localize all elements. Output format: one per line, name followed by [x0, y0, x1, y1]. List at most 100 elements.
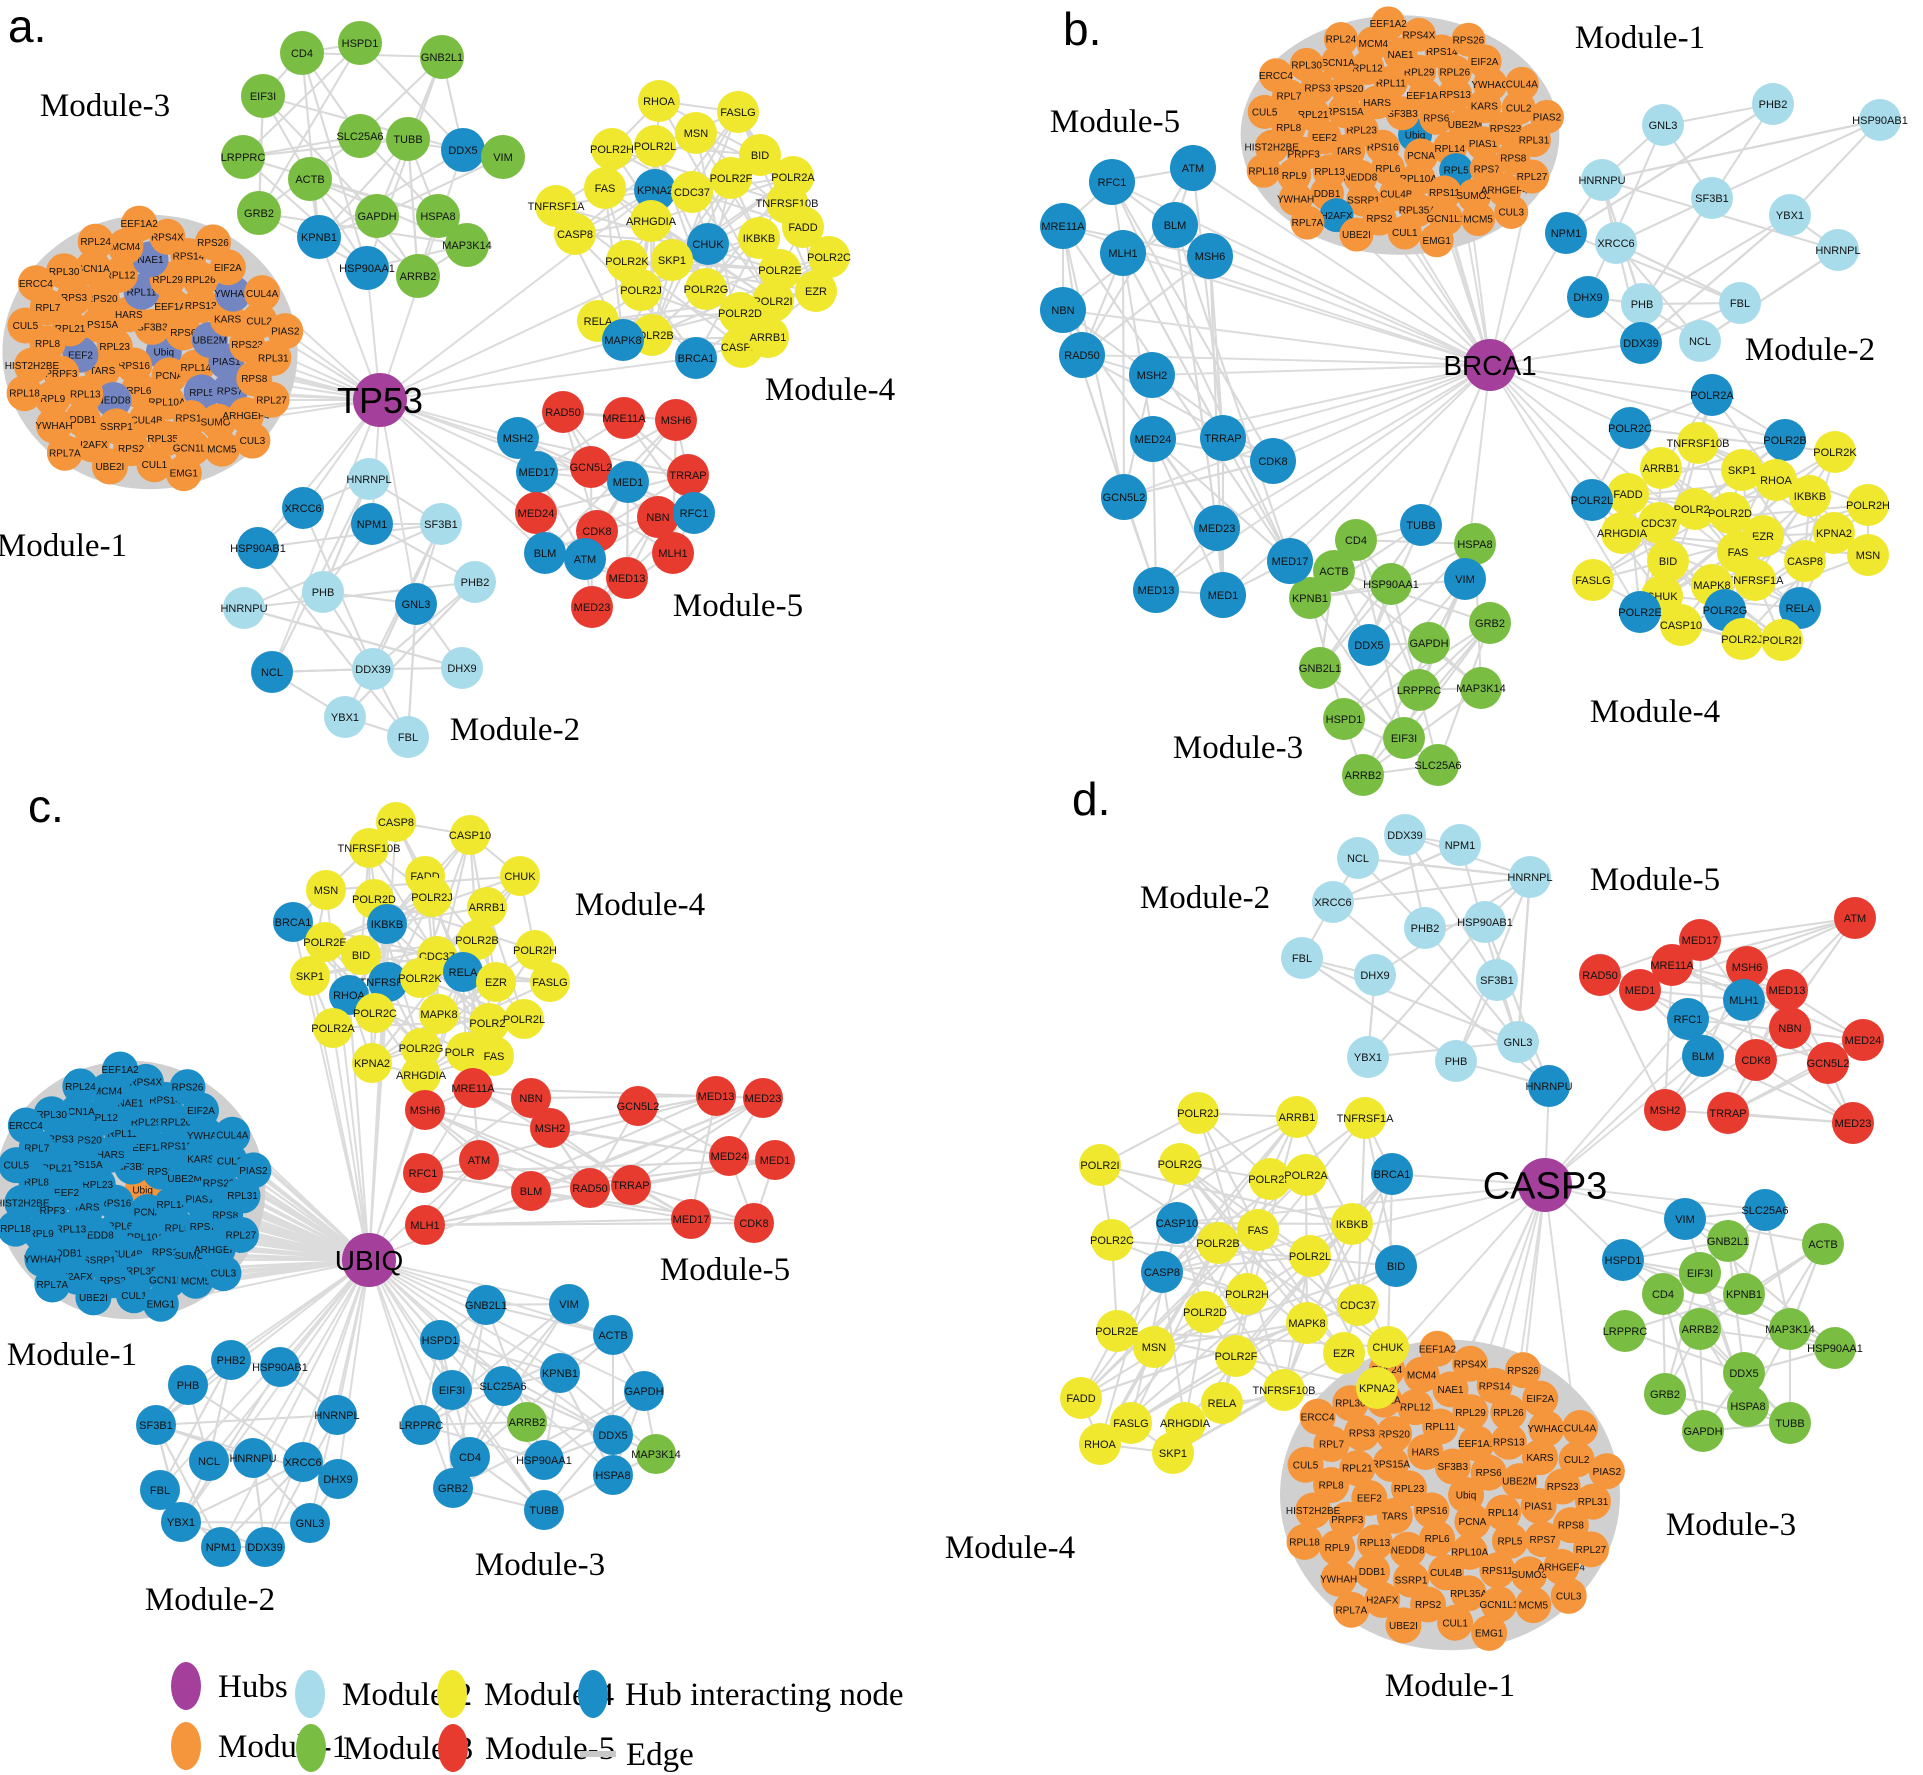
node-GAPDH[interactable]: GAPDH	[355, 194, 399, 238]
node-GAPDH[interactable]: GAPDH	[1682, 1410, 1724, 1452]
node-GRB2[interactable]: GRB2	[1644, 1373, 1686, 1415]
node-RPS4X[interactable]: RPS4X	[1452, 1345, 1489, 1382]
node-ATM[interactable]: ATM	[1834, 897, 1876, 939]
node-RAD50[interactable]: RAD50	[542, 391, 584, 433]
node-NEDD8[interactable]: NEDD8	[95, 382, 132, 419]
node-VIM[interactable]: VIM	[1664, 1198, 1706, 1240]
node-RPL9[interactable]: RPL9	[1319, 1529, 1356, 1566]
node-IKBKB[interactable]: IKBKB	[738, 217, 780, 259]
node-MCM5[interactable]: MCM5	[1461, 202, 1496, 237]
node-EEF1A2[interactable]: EEF1A2	[121, 205, 159, 242]
node-FADD[interactable]: FADD	[1060, 1377, 1102, 1419]
node-FADD[interactable]: FADD	[782, 206, 824, 248]
node-ARHGEF4[interactable]: ARHGEF4	[1538, 1548, 1586, 1585]
node-RFC1[interactable]: RFC1	[1667, 998, 1709, 1040]
node-RFC1[interactable]: RFC1	[403, 1153, 443, 1193]
node-CUL5[interactable]: CUL5	[7, 307, 44, 344]
node-RPS26[interactable]: RPS26	[1451, 22, 1486, 57]
node-MED17[interactable]: MED17	[1267, 538, 1313, 584]
node-MSH2[interactable]: MSH2	[530, 1108, 570, 1148]
node-RPS2[interactable]: RPS2	[1410, 1586, 1447, 1623]
node-HSP90AA1[interactable]: HSP90AA1	[339, 246, 395, 290]
node-CUL3[interactable]: CUL3	[1494, 194, 1529, 229]
node-BLM[interactable]: BLM	[1682, 1035, 1724, 1077]
node-IKBKB[interactable]: IKBKB	[1789, 475, 1831, 517]
node-UBE2I[interactable]: UBE2I	[75, 1279, 112, 1316]
node-POLR2C[interactable]: POLR2C	[807, 236, 851, 278]
node-TUBB[interactable]: TUBB	[1400, 504, 1442, 546]
node-MED13[interactable]: MED13	[606, 557, 648, 599]
node-EZR[interactable]: EZR	[1323, 1332, 1365, 1374]
node-FAS[interactable]: FAS	[584, 167, 626, 209]
node-MED17[interactable]: MED17	[671, 1199, 711, 1239]
node-CASP10[interactable]: CASP10	[449, 815, 491, 855]
node-POLR2B[interactable]: POLR2B	[455, 920, 499, 960]
node-SKP1[interactable]: SKP1	[651, 239, 693, 281]
node-CASP8[interactable]: CASP8	[1784, 540, 1826, 582]
node-CUL5[interactable]: CUL5	[1247, 94, 1282, 129]
node-MAPK8[interactable]: MAPK8	[602, 319, 644, 361]
node-POLR2D[interactable]: POLR2D	[1708, 492, 1752, 534]
node-EIF3I[interactable]: EIF3I	[432, 1370, 472, 1410]
node-KARS[interactable]: KARS	[1521, 1439, 1558, 1476]
node-HNRNPL[interactable]: HNRNPL	[1507, 856, 1553, 898]
node-DDX39[interactable]: DDX39	[352, 648, 394, 690]
node-FBL[interactable]: FBL	[1281, 937, 1323, 979]
node-ARRB2[interactable]: ARRB2	[1679, 1308, 1721, 1350]
node-CUL4B[interactable]: CUL4B	[1428, 1554, 1465, 1591]
node-RPS11[interactable]: RPS11	[172, 400, 209, 437]
node-RPS20[interactable]: RPS20	[1376, 1416, 1413, 1453]
node-MSH6[interactable]: MSH6	[405, 1090, 445, 1130]
node-FAS[interactable]: FAS	[474, 1036, 514, 1076]
node-CUL4A[interactable]: CUL4A	[1504, 66, 1539, 101]
node-BRCA1[interactable]: BRCA1	[1371, 1153, 1413, 1195]
node-FASLG[interactable]: FASLG	[1572, 559, 1614, 601]
node-RPS4X[interactable]: RPS4X	[1401, 17, 1436, 52]
node-RPL6[interactable]: RPL6	[1419, 1520, 1456, 1557]
node-ARRB2[interactable]: ARRB2	[396, 254, 440, 298]
node-POLR2C[interactable]: POLR2C	[1090, 1219, 1134, 1261]
node-NCL[interactable]: NCL	[1679, 320, 1721, 362]
node-EMG1[interactable]: EMG1	[1419, 223, 1454, 258]
node-POLR2K[interactable]: POLR2K	[1248, 1158, 1292, 1200]
node-POLR2H[interactable]: POLR2H	[1225, 1273, 1269, 1315]
node-MED13[interactable]: MED13	[1766, 969, 1808, 1011]
node-CDK8[interactable]: CDK8	[1250, 438, 1296, 484]
node-LRPPRC[interactable]: LRPPRC	[1397, 669, 1442, 711]
node-MSN[interactable]: MSN	[306, 870, 346, 910]
node-RPL27[interactable]: RPL27	[1515, 159, 1550, 194]
node-RPL18[interactable]: RPL18	[1286, 1523, 1323, 1560]
node-HSPD1[interactable]: HSPD1	[338, 21, 382, 65]
node-ERCC4[interactable]: ERCC4	[7, 1107, 44, 1144]
node-TRRAP[interactable]: TRRAP	[611, 1165, 651, 1205]
node-MSH2[interactable]: MSH2	[497, 417, 539, 459]
node-RPL7A[interactable]: RPL7A	[34, 1266, 71, 1303]
node-MAP3K14[interactable]: MAP3K14	[631, 1434, 681, 1474]
node-DHX9[interactable]: DHX9	[318, 1459, 358, 1499]
node-RPL30[interactable]: RPL30	[1289, 47, 1324, 82]
node-SF3B1[interactable]: SF3B1	[136, 1405, 176, 1445]
node-MED17[interactable]: MED17	[1679, 919, 1721, 961]
node-HNRNPU[interactable]: HNRNPU	[229, 1438, 277, 1478]
node-POLR2H[interactable]: POLR2H	[513, 930, 557, 970]
node-POLR2D[interactable]: POLR2D	[1183, 1291, 1227, 1333]
node-POLR2A[interactable]: POLR2A	[1690, 374, 1734, 416]
node-MSH6[interactable]: MSH6	[1726, 946, 1768, 988]
node-MED23[interactable]: MED23	[1832, 1102, 1874, 1144]
node-PHB2[interactable]: PHB2	[211, 1340, 251, 1380]
node-KPNB1[interactable]: KPNB1	[1289, 577, 1331, 619]
node-GCN1L1[interactable]: GCN1L1	[1479, 1586, 1519, 1623]
node-TUBB[interactable]: TUBB	[1769, 1402, 1811, 1444]
node-RPL7A[interactable]: RPL7A	[46, 434, 83, 471]
node-MAP3K14[interactable]: MAP3K14	[1765, 1308, 1815, 1350]
node-RPL27[interactable]: RPL27	[222, 1216, 259, 1253]
node-SKP1[interactable]: SKP1	[1152, 1432, 1194, 1474]
node-H2AFX[interactable]: H2AFX	[1364, 1582, 1401, 1619]
node-CD4[interactable]: CD4	[1642, 1273, 1684, 1315]
node-CUL4A[interactable]: CUL4A	[244, 275, 281, 312]
node-POLR2I[interactable]: POLR2I	[469, 1003, 509, 1043]
node-MED24[interactable]: MED24	[1842, 1019, 1884, 1061]
node-MRE11A[interactable]: MRE11A	[1650, 944, 1694, 986]
node-SF3B1[interactable]: SF3B1	[420, 503, 462, 545]
node-HSP90AA1[interactable]: HSP90AA1	[1363, 563, 1419, 605]
